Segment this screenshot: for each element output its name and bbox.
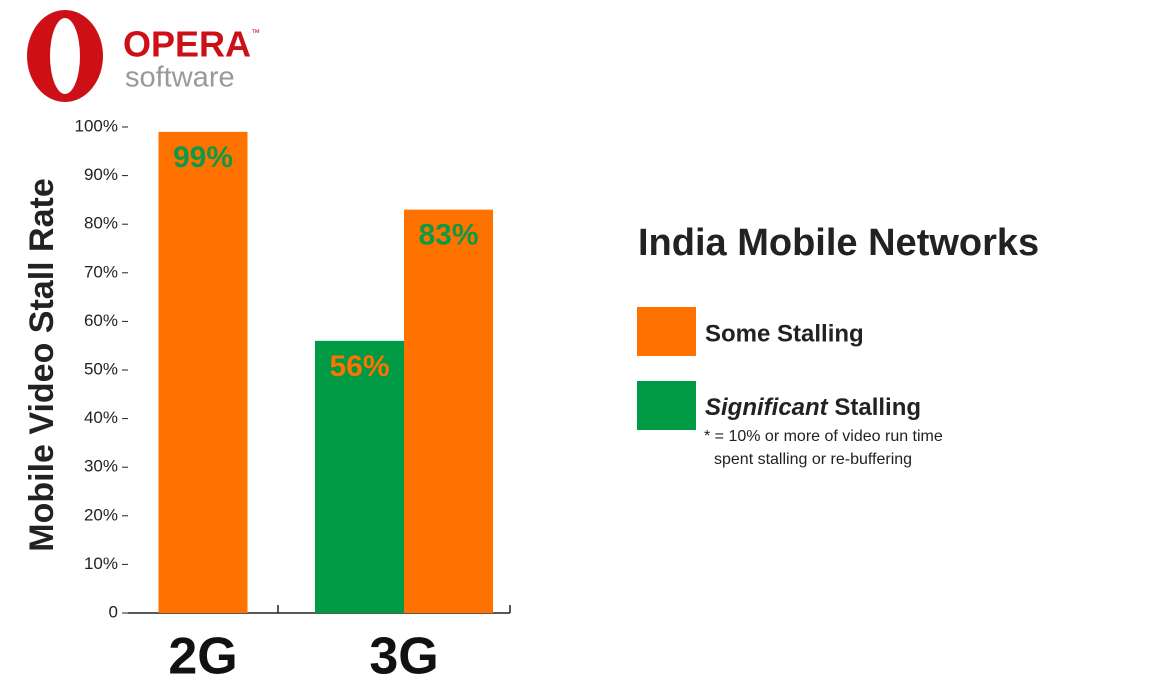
data-label: 99% <box>173 141 233 174</box>
data-label: 56% <box>329 350 389 383</box>
y-axis-label: Mobile Video Stall Rate <box>23 178 61 551</box>
logo-subtitle: software <box>125 62 235 94</box>
y-tick-label: 60% <box>84 311 118 330</box>
legend-note: spent stalling or re-buffering <box>714 451 912 468</box>
y-tick-label: 0 <box>109 602 118 621</box>
chart-title: India Mobile Networks <box>638 222 1039 264</box>
y-tick-label: 30% <box>84 457 118 476</box>
data-label: 83% <box>418 219 478 252</box>
bar <box>404 209 493 613</box>
bar <box>315 340 404 613</box>
y-tick-label: 20% <box>84 505 118 524</box>
y-tick-label: 70% <box>84 262 118 281</box>
x-tick-label: 3G <box>369 628 438 686</box>
x-tick-label: 2G <box>168 628 237 686</box>
y-tick-label: 100% <box>75 116 118 135</box>
y-tick-label: 40% <box>84 408 118 427</box>
legend-label: Significant Stalling <box>705 394 921 421</box>
logo-mark: ™ <box>251 27 260 37</box>
y-tick-label: 10% <box>84 554 118 573</box>
legend-swatch <box>637 381 696 430</box>
legend-note: * = 10% or more of video run time <box>704 428 943 445</box>
logo-hole <box>50 18 80 94</box>
legend-swatch <box>637 307 696 356</box>
y-tick-label: 90% <box>84 165 118 184</box>
y-tick-label: 80% <box>84 214 118 233</box>
y-tick-label: 50% <box>84 359 118 378</box>
logo: OPERA ™ software <box>27 10 260 102</box>
legend-label: Some Stalling <box>705 320 864 347</box>
logo-name: OPERA <box>123 24 251 65</box>
bar <box>158 131 248 614</box>
